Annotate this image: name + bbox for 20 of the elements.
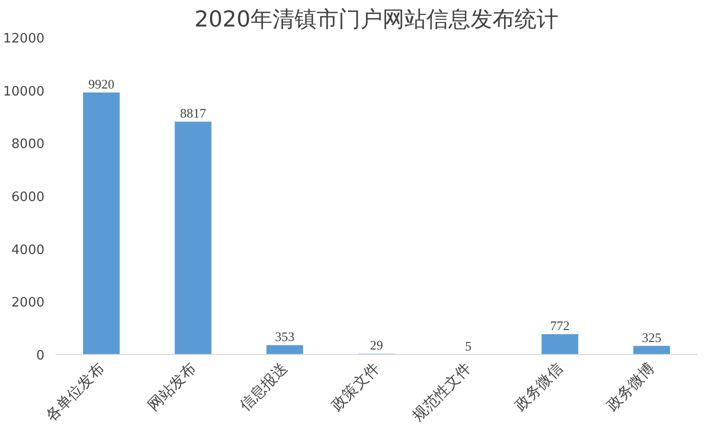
x-tick-label: 政策文件 [328, 359, 383, 414]
x-tick-label: 政务微信 [511, 359, 566, 414]
data-label: 29 [370, 338, 383, 353]
data-label: 9920 [88, 76, 114, 92]
chart-title: 2020年清镇市门户网站信息发布统计 [194, 8, 559, 32]
y-tick-label: 2000 [11, 296, 45, 311]
data-label: 325 [642, 330, 662, 345]
y-tick-label: 12000 [3, 32, 45, 46]
x-tick-label: 信息报送 [236, 359, 292, 414]
y-tick-label: 10000 [3, 84, 45, 100]
x-tick-label: 规范性文件 [408, 359, 475, 425]
data-label: 772 [550, 318, 570, 334]
data-label: 5 [464, 338, 472, 354]
data-label: 353 [275, 329, 295, 344]
x-tick-label: 政务微博 [602, 359, 658, 414]
y-tick-label: 8000 [11, 137, 45, 152]
data-label: 8817 [180, 106, 207, 121]
y-tick-label: 4000 [11, 242, 45, 258]
x-tick-label: 网站发布 [144, 359, 200, 414]
y-tick-label: 6000 [11, 190, 45, 205]
